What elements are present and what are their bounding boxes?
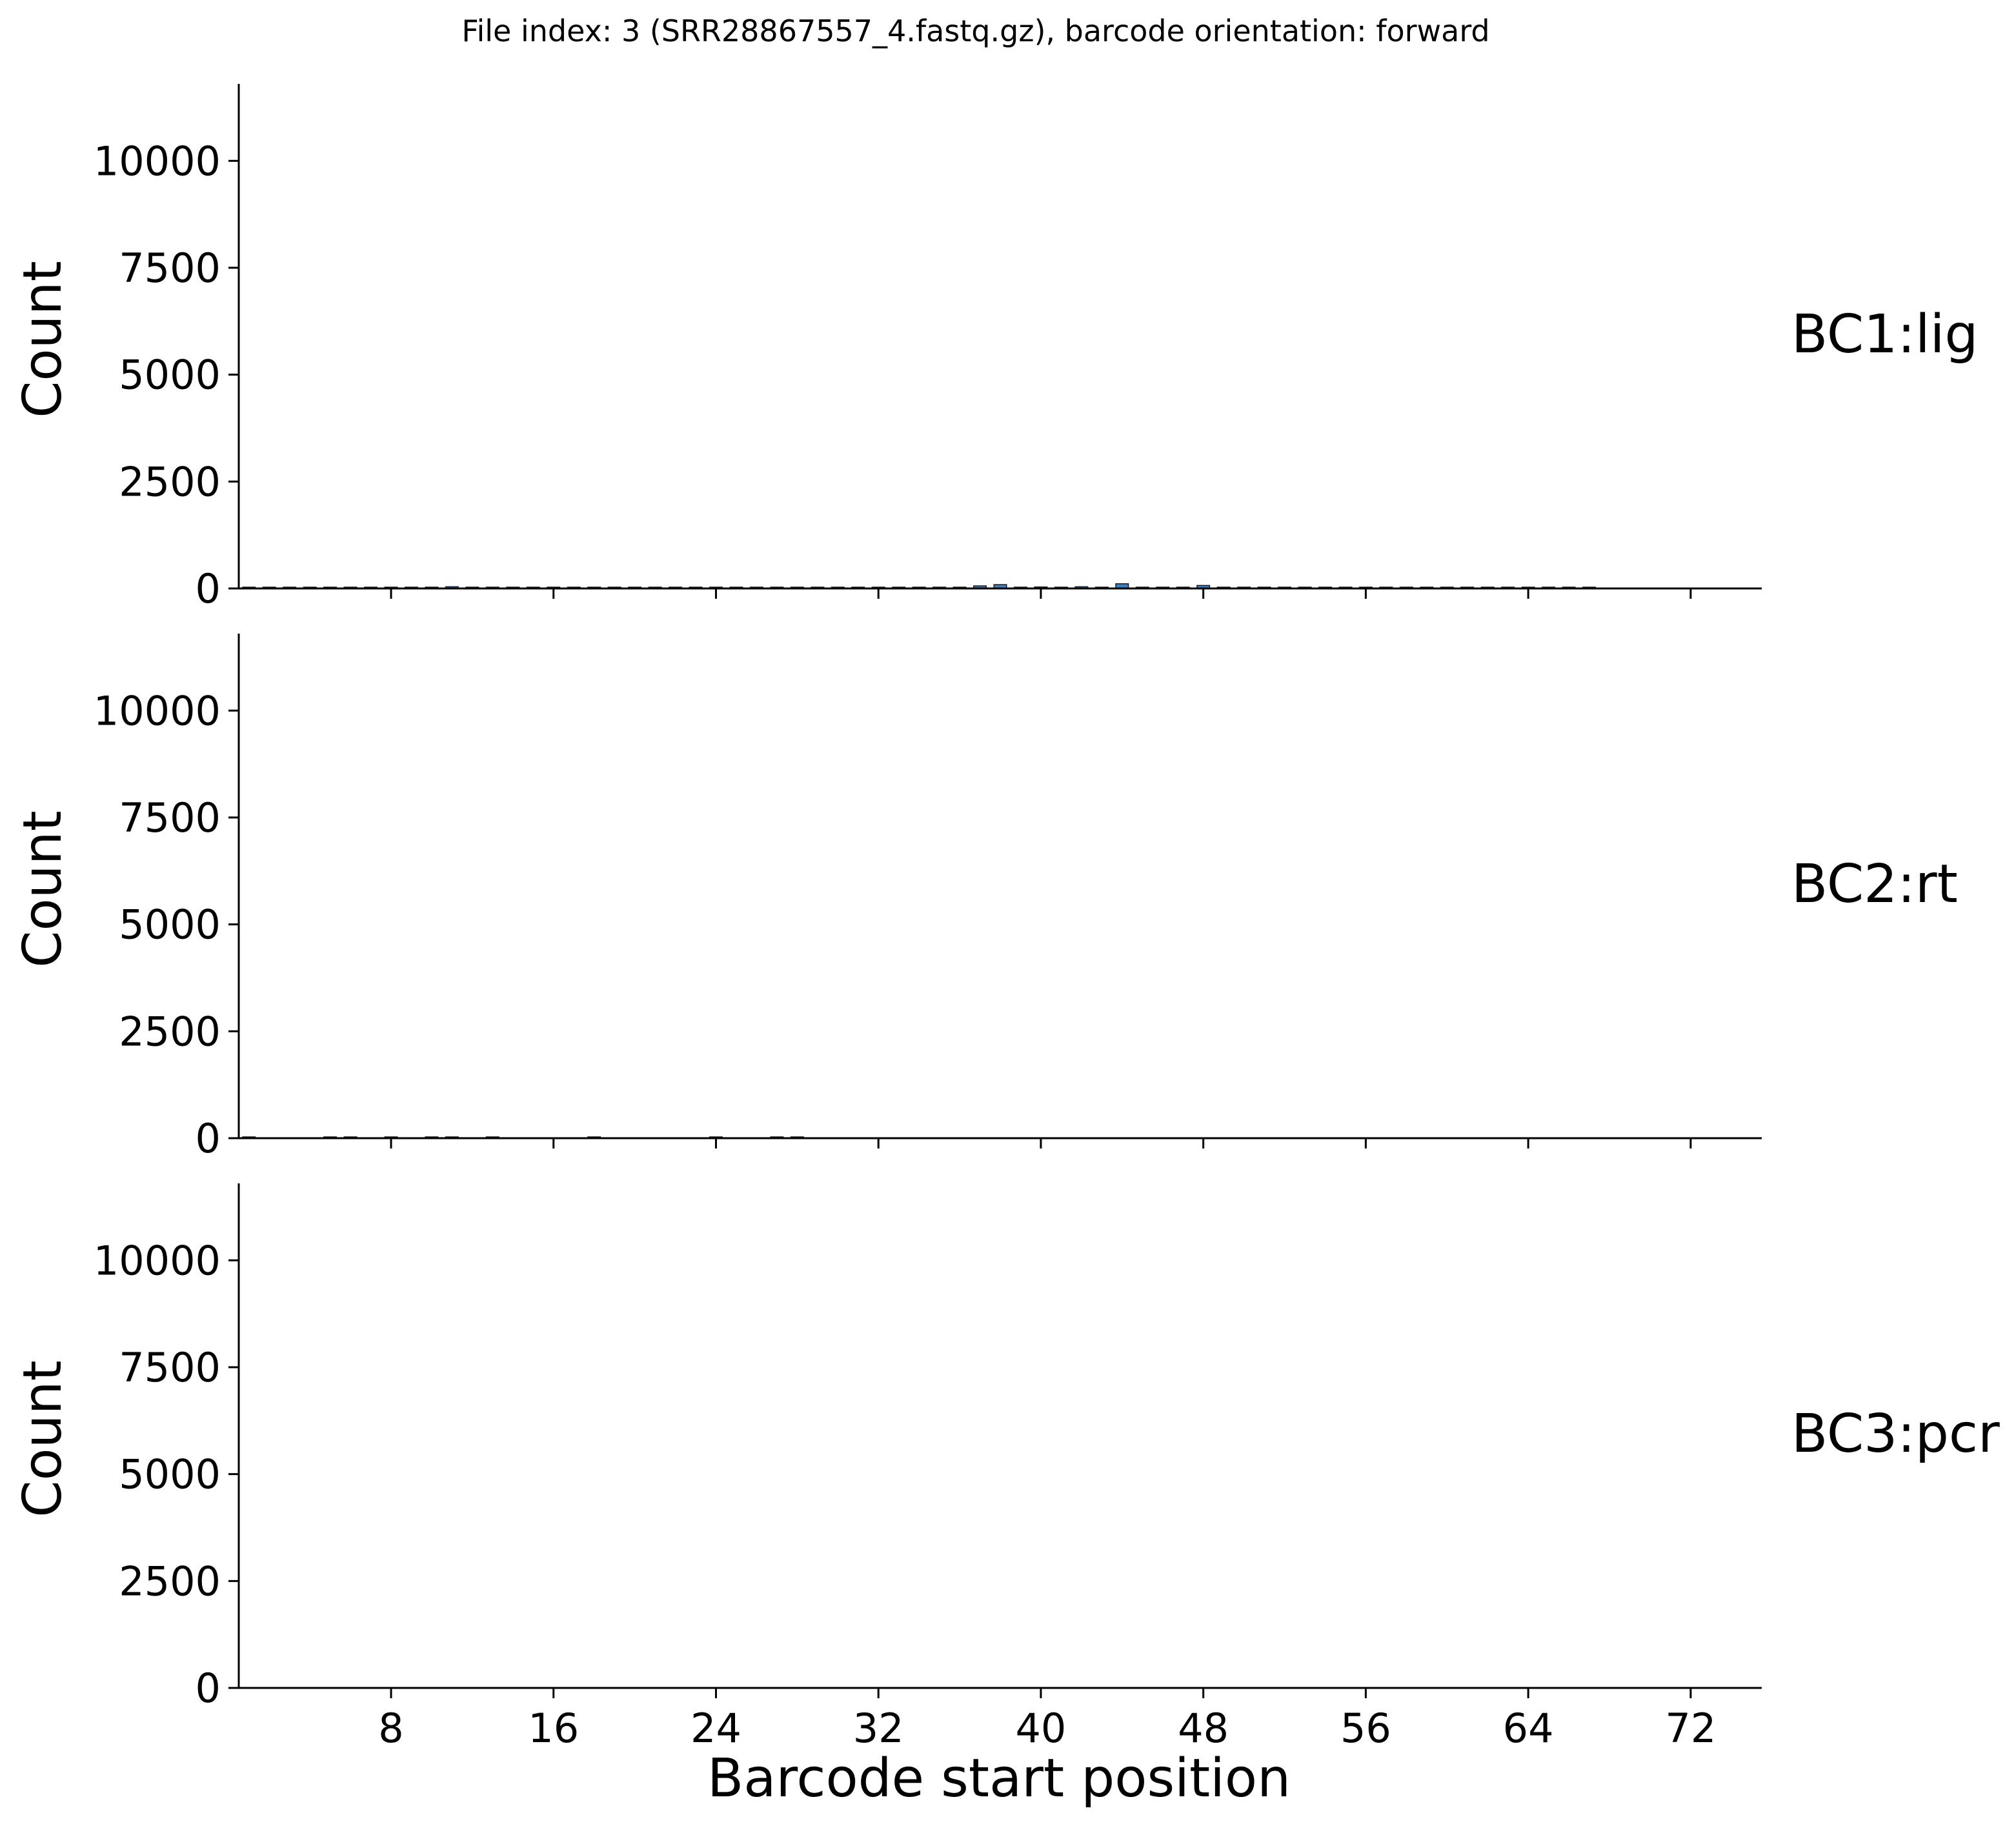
x-tick-label: 64 [1503,1705,1554,1752]
y-tick-label: 2500 [119,1558,221,1605]
x-tick-label: 8 [378,1705,403,1752]
y-tick-label: 0 [196,1115,221,1162]
facet-panel-bc2: Count BC2:rt 0 2500 5000 7500 10000 [12,634,1958,1162]
y-tick-label: 10000 [94,687,221,734]
x-tick-label: 40 [1015,1705,1066,1752]
facet-label: BC2:rt [1791,854,1958,915]
x-tick-label: 32 [853,1705,904,1752]
x-tick-label: 24 [690,1705,741,1752]
y-tick-label: 0 [196,1665,221,1712]
y-tick-label: 7500 [119,1344,221,1391]
y-tick-label: 2500 [119,1008,221,1055]
y-axis-label: Count [12,810,74,968]
y-tick-label: 5000 [119,901,221,948]
x-axis-label: Barcode start position [707,1748,1291,1809]
x-tick-label: 48 [1178,1705,1229,1752]
x-tick-label: 16 [528,1705,579,1752]
y-tick-label: 5000 [119,352,221,399]
facet-panel-bc1: Count BC1:lig 0 2500 5000 7500 10000 [12,84,1978,612]
y-tick-label: 7500 [119,245,221,292]
y-tick-label: 10000 [94,1237,221,1284]
y-tick-label: 0 [196,565,221,612]
facet-panel-bc3: Count BC3:pcr 0 2500 5000 7500 10000 8 16 24 32 4… [12,1183,2000,1752]
y-axis-label: Count [12,261,74,418]
y-tick-label: 7500 [119,794,221,841]
x-tick-label: 72 [1665,1705,1716,1752]
facet-label: BC3:pcr [1791,1403,2000,1465]
y-tick-label: 2500 [119,458,221,505]
y-tick-label: 10000 [94,137,221,185]
x-tick-label: 56 [1340,1705,1391,1752]
y-axis-label: Count [12,1360,74,1518]
facet-label: BC1:lig [1791,304,1978,365]
chart-title: File index: 3 (SRR28867557_4.fastq.gz), … [461,14,1489,48]
y-tick-label: 5000 [119,1451,221,1498]
